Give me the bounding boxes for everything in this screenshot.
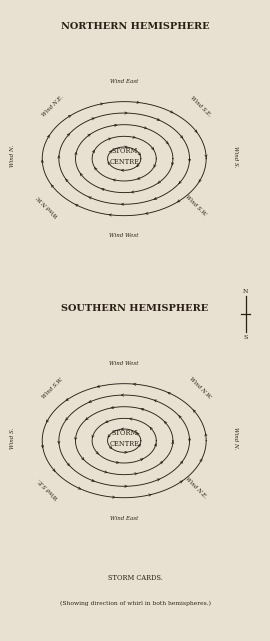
Text: Wind S.: Wind S. xyxy=(10,428,15,449)
Text: Wind N.W.: Wind N.W. xyxy=(188,376,212,400)
Text: Wind S.W.: Wind S.W. xyxy=(184,195,207,218)
Text: Wind N.E.: Wind N.E. xyxy=(41,95,65,118)
Text: Wind East: Wind East xyxy=(110,515,139,520)
Text: STORM CARDS.: STORM CARDS. xyxy=(107,574,163,582)
Text: S: S xyxy=(244,335,248,340)
Text: Wind N.W.: Wind N.W. xyxy=(36,194,60,218)
Text: Wind N.: Wind N. xyxy=(233,427,238,449)
Text: Wind West: Wind West xyxy=(109,361,139,366)
Text: STORM
CENTRE: STORM CENTRE xyxy=(109,429,139,448)
Text: Wind S.E.: Wind S.E. xyxy=(37,477,59,499)
Text: (Showing direction of whirl in both hemispheres.): (Showing direction of whirl in both hemi… xyxy=(59,601,211,606)
Text: SOUTHERN HEMISPHERE: SOUTHERN HEMISPHERE xyxy=(61,304,209,313)
Text: Wind S.W.: Wind S.W. xyxy=(41,377,65,400)
Text: Wind N.E.: Wind N.E. xyxy=(184,476,207,500)
Text: Wind S.: Wind S. xyxy=(233,146,238,167)
Text: Wind East: Wind East xyxy=(110,79,139,84)
Text: Wind West: Wind West xyxy=(109,233,139,238)
Text: STORM
CENTRE: STORM CENTRE xyxy=(109,147,139,166)
Text: Wind N.: Wind N. xyxy=(10,145,15,167)
Text: Wind S.E.: Wind S.E. xyxy=(189,95,212,118)
Text: NORTHERN HEMISPHERE: NORTHERN HEMISPHERE xyxy=(61,22,209,31)
Text: N: N xyxy=(243,288,248,294)
